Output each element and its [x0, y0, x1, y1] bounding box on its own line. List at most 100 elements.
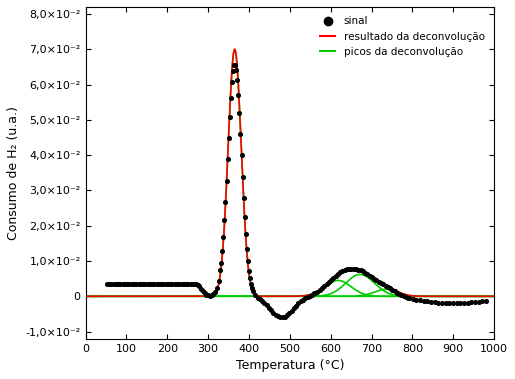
Point	[420, 298, 428, 304]
Point	[281, 314, 289, 320]
Point	[413, 297, 421, 303]
Point	[148, 281, 156, 287]
Point	[110, 281, 118, 287]
Point	[121, 281, 129, 287]
Point	[310, 290, 318, 296]
Point	[242, 231, 250, 237]
Point	[170, 281, 179, 287]
Point	[211, 289, 219, 295]
Point	[359, 268, 367, 274]
Point	[354, 266, 363, 273]
Point	[238, 174, 247, 180]
Point	[332, 273, 340, 279]
Point	[116, 281, 125, 287]
Point	[279, 314, 287, 320]
Point	[199, 288, 207, 294]
Point	[256, 296, 264, 302]
Point	[340, 267, 349, 273]
Point	[343, 266, 351, 273]
Point	[209, 291, 217, 298]
Point	[438, 300, 446, 306]
Point	[324, 279, 333, 285]
Point	[269, 310, 278, 316]
Point	[146, 281, 154, 287]
Point	[287, 308, 296, 314]
Point	[482, 298, 490, 304]
Point	[221, 199, 230, 205]
Point	[195, 283, 203, 290]
Point	[306, 293, 314, 299]
Point	[245, 268, 253, 274]
Point	[144, 281, 152, 287]
Point	[405, 295, 413, 301]
Point	[249, 288, 257, 294]
Point	[313, 288, 321, 294]
Point	[301, 295, 310, 301]
Point	[374, 279, 383, 285]
Point	[297, 298, 305, 304]
Point	[157, 281, 165, 287]
Point	[225, 135, 233, 141]
Point	[400, 293, 408, 299]
Y-axis label: Consumo de H₂ (u.a.): Consumo de H₂ (u.a.)	[7, 106, 20, 240]
Point	[382, 283, 390, 289]
Legend: sinal, resultado da deconvolução, picos da deconvolução: sinal, resultado da deconvolução, picos …	[316, 12, 489, 61]
Point	[441, 300, 450, 306]
Point	[180, 281, 188, 287]
Point	[155, 281, 163, 287]
Point	[182, 281, 190, 287]
Point	[132, 281, 141, 287]
Point	[361, 270, 369, 276]
Point	[471, 299, 479, 305]
Point	[478, 298, 486, 304]
Point	[345, 266, 353, 272]
Point	[162, 281, 170, 287]
Point	[453, 300, 461, 306]
Point	[105, 281, 113, 287]
Point	[197, 286, 205, 292]
Point	[318, 285, 326, 291]
Point	[213, 285, 221, 291]
Point	[402, 294, 410, 300]
Point	[118, 281, 127, 287]
Point	[152, 281, 161, 287]
Point	[200, 290, 209, 296]
Point	[329, 275, 337, 281]
Point	[320, 283, 329, 289]
Point	[139, 281, 147, 287]
Point	[248, 285, 256, 291]
Point	[177, 281, 185, 287]
Point	[247, 281, 255, 287]
Point	[130, 281, 138, 287]
Point	[283, 312, 291, 318]
Point	[295, 300, 303, 306]
X-axis label: Temperatura (°C): Temperatura (°C)	[235, 359, 344, 372]
Point	[220, 218, 229, 224]
Point	[208, 292, 216, 298]
Point	[173, 281, 181, 287]
Point	[232, 67, 241, 73]
Point	[322, 281, 331, 287]
Point	[393, 290, 401, 296]
Point	[253, 295, 262, 301]
Point	[236, 131, 245, 137]
Point	[215, 278, 223, 284]
Point	[204, 292, 212, 298]
Point	[219, 234, 228, 240]
Point	[311, 290, 319, 296]
Point	[474, 299, 483, 305]
Point	[134, 281, 143, 287]
Point	[348, 266, 356, 272]
Point	[377, 280, 385, 286]
Point	[299, 296, 307, 302]
Point	[336, 269, 344, 276]
Point	[395, 291, 403, 297]
Point	[136, 281, 145, 287]
Point	[102, 281, 111, 287]
Point	[159, 281, 167, 287]
Point	[366, 273, 374, 279]
Point	[239, 195, 248, 201]
Point	[230, 62, 238, 68]
Point	[251, 292, 260, 298]
Point	[384, 284, 392, 290]
